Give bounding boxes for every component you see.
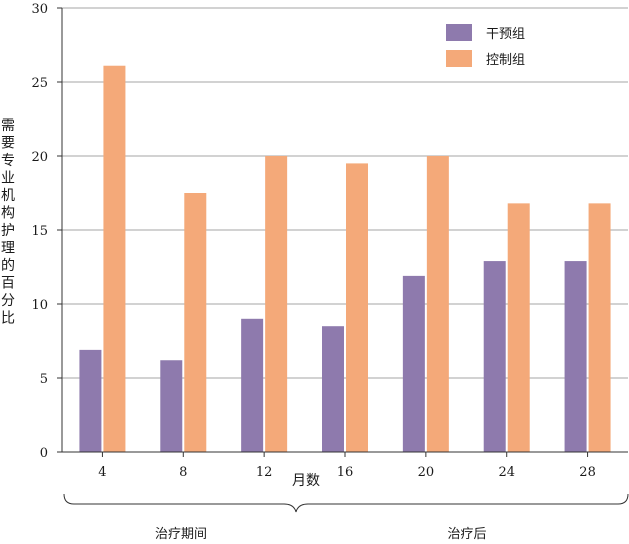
bar-control — [184, 193, 207, 452]
legend-label-control: 控制组 — [486, 53, 525, 68]
bar-intervention — [483, 261, 506, 452]
y-tick-labels: 0 5 10 15 20 25 30 — [31, 2, 62, 461]
bars — [79, 65, 611, 452]
x-tick-label: 12 — [256, 465, 273, 480]
bar-intervention — [160, 360, 183, 452]
legend-swatch-control — [446, 50, 472, 67]
y-tick-label: 10 — [31, 298, 48, 313]
bar-intervention — [241, 318, 264, 452]
x-tick-labels: 4 8 12 16 20 24 28 — [98, 452, 596, 480]
legend-swatch-intervention — [446, 24, 472, 41]
bar-control — [346, 163, 368, 452]
x-tick-label: 4 — [98, 465, 106, 480]
x-tick-label: 8 — [179, 465, 187, 480]
bracket-after-treatment — [308, 493, 629, 505]
y-axis-title: 需要专业机构护理的百分比 — [1, 118, 15, 327]
y-tick-label: 30 — [31, 2, 48, 17]
bar-intervention — [322, 326, 344, 452]
legend: 干预组 控制组 — [446, 24, 525, 68]
bracket-during-treatment — [63, 493, 309, 513]
bar-control — [103, 65, 126, 452]
period-brackets: 治疗期间 治疗后 — [63, 493, 629, 542]
bar-control — [507, 203, 530, 452]
y-tick-label: 15 — [31, 224, 48, 239]
bar-control — [265, 156, 288, 452]
bar-intervention — [79, 349, 102, 452]
y-tick-label: 5 — [40, 372, 48, 387]
y-tick-label: 0 — [40, 446, 48, 461]
y-tick-label: 25 — [31, 76, 48, 91]
x-axis-title: 月数 — [292, 473, 320, 489]
bar-intervention — [402, 275, 425, 452]
period-label-during-treatment: 治疗期间 — [155, 527, 207, 542]
gridlines — [62, 7, 628, 379]
bar-control — [426, 156, 449, 452]
x-tick-label: 28 — [579, 465, 596, 480]
x-tick-label: 16 — [337, 465, 354, 480]
y-tick-label: 20 — [31, 150, 48, 165]
x-tick-label: 20 — [418, 465, 435, 480]
x-tick-label: 24 — [498, 465, 515, 480]
period-label-after-treatment: 治疗后 — [447, 527, 486, 542]
legend-label-intervention: 干预组 — [486, 27, 525, 42]
bar-control — [588, 203, 611, 452]
bar-intervention — [564, 261, 587, 452]
